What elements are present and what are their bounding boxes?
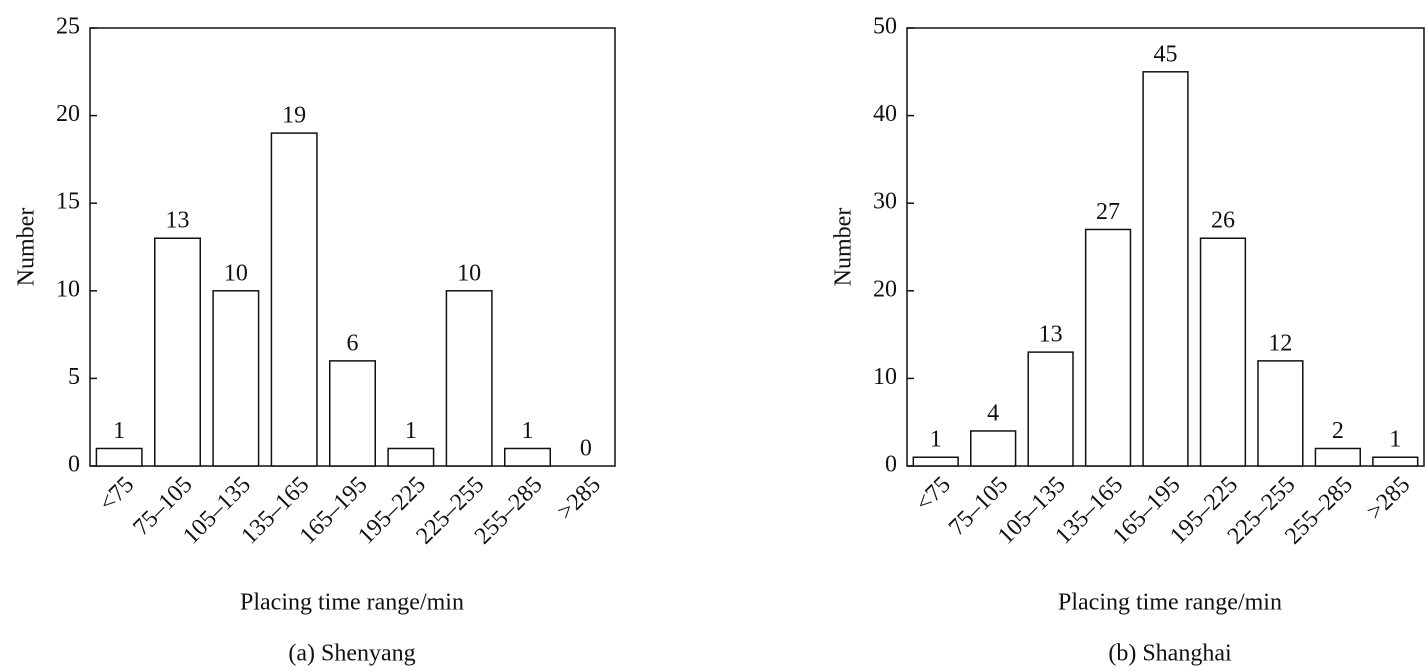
y-tick-label: 20 xyxy=(873,276,897,302)
y-tick-label: 5 xyxy=(68,364,80,390)
bar xyxy=(270,132,318,467)
bar xyxy=(387,447,435,467)
data-label: 1 xyxy=(930,427,942,453)
data-label: 2 xyxy=(1332,418,1344,444)
caption: (b) Shanghai xyxy=(1108,641,1232,667)
x-tick-label: <75 xyxy=(911,472,956,517)
y-tick-label: 20 xyxy=(56,101,80,127)
bar xyxy=(970,430,1017,467)
x-axis-label: Placing time range/min xyxy=(240,590,464,616)
data-label: 6 xyxy=(347,330,359,356)
y-tick-label: 10 xyxy=(56,276,80,302)
bar xyxy=(1257,360,1304,467)
bar xyxy=(445,290,493,467)
data-label: 13 xyxy=(166,208,190,234)
data-label: 4 xyxy=(987,400,999,426)
x-axis-label: Placing time range/min xyxy=(1058,590,1282,616)
y-tick-label: 0 xyxy=(885,452,897,478)
x-tick-label: <75 xyxy=(94,472,139,517)
data-label: 27 xyxy=(1096,199,1120,225)
bar xyxy=(154,237,201,467)
data-label: 19 xyxy=(282,103,306,129)
bar xyxy=(1084,228,1132,467)
bar xyxy=(1199,237,1247,467)
bar xyxy=(95,447,143,467)
y-axis-label: Number xyxy=(831,208,857,287)
y-tick-label: 10 xyxy=(873,364,897,390)
bar xyxy=(212,290,260,467)
data-label: 10 xyxy=(224,260,248,286)
caption: (a) Shenyang xyxy=(288,641,415,667)
y-tick-label: 15 xyxy=(56,189,80,215)
data-label: 1 xyxy=(113,418,125,444)
y-tick-label: 25 xyxy=(56,14,80,40)
y-tick-label: 0 xyxy=(68,452,80,478)
bar xyxy=(329,360,376,467)
y-tick-label: 50 xyxy=(873,14,897,40)
data-label: 1 xyxy=(1389,427,1401,453)
data-label: 0 xyxy=(580,436,592,462)
bar xyxy=(1142,71,1189,467)
data-label: 45 xyxy=(1154,41,1178,67)
data-label: 1 xyxy=(522,418,534,444)
y-tick-label: 30 xyxy=(873,189,897,215)
bar xyxy=(1372,456,1419,467)
bar xyxy=(1027,351,1074,467)
data-label: 12 xyxy=(1268,330,1292,356)
data-label: 26 xyxy=(1211,208,1235,234)
data-label: 1 xyxy=(405,418,417,444)
bar xyxy=(1314,447,1361,467)
y-tick-label: 40 xyxy=(873,101,897,127)
bar xyxy=(504,447,551,467)
data-label: 13 xyxy=(1039,322,1063,348)
y-axis-label: Number xyxy=(14,208,40,287)
x-tick-label: >285 xyxy=(1362,472,1415,525)
data-label: 10 xyxy=(457,260,481,286)
bar xyxy=(912,456,959,467)
x-tick-label: >285 xyxy=(553,472,606,525)
